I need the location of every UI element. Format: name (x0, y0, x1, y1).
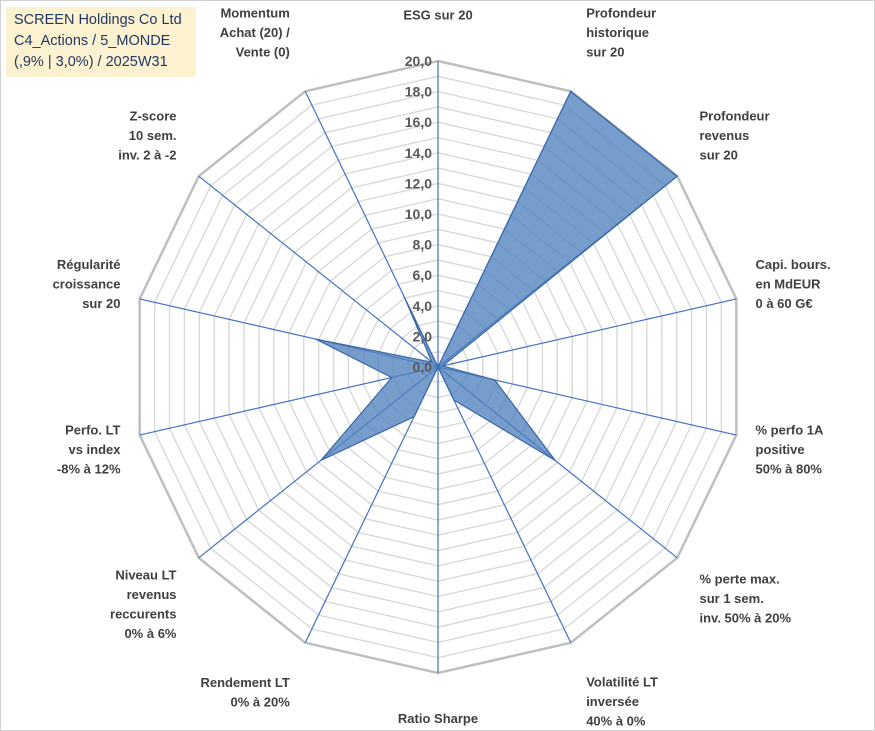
axis-label-line: positive (756, 442, 805, 457)
axis-label: Note ESG sur 20 (403, 0, 472, 23)
axis-label-line: sur 1 sem. (700, 591, 764, 606)
axis-label-line: Capi. bours. (756, 257, 831, 272)
radar-series (315, 90, 679, 462)
axis-label-line: Perfo. LT (65, 422, 120, 437)
axis-label-line: historique (586, 25, 649, 40)
radar-axis-labels: Note ESG sur 20 Profondeur historique sur 20… (53, 0, 831, 731)
axis-label: Momentum Achat (20) / Vente (0) (220, 5, 290, 59)
axis-label-line: Régularité (57, 257, 121, 272)
axis-label-line: 40% à 0% (586, 713, 646, 728)
axis-label-line: en MdEUR (756, 277, 822, 292)
title-line-1: SCREEN Holdings Co Ltd (14, 12, 182, 28)
axis-label-line: revenus (127, 587, 177, 602)
tick-label: 14,0 (405, 145, 432, 161)
axis-label-line: Note (424, 0, 453, 3)
axis-label-line: inv. 2 à -2 (118, 147, 176, 162)
axis-label-line: 0% à 20% (231, 695, 291, 710)
axis-label-line: Niveau LT (115, 568, 176, 583)
axis-label: Profondeur historique sur 20 (586, 5, 656, 59)
axis-label-line: Rendement LT (200, 675, 289, 690)
axis-label-line: Profondeur (700, 108, 770, 123)
axis-label: Volatilité LT inversée 40% à 0% (586, 674, 658, 728)
axis-label-line: sur 20 (700, 147, 738, 162)
axis-label-line: Z-score (130, 108, 177, 123)
axis-label-line: % perte max. (700, 571, 780, 586)
tick-label: 10,0 (405, 206, 432, 222)
axis-label-line: Profondeur (586, 5, 656, 20)
spoke-line (437, 298, 737, 368)
tick-label: 12,0 (405, 175, 432, 191)
axis-label: % perte max. sur 1 sem. inv. 50% à 20% (700, 571, 792, 625)
axis-label-line: inversée (586, 694, 639, 709)
axis-label-line: Ratio Sharpe (398, 711, 478, 726)
axis-label-line: Volatilité LT (586, 674, 658, 689)
axis-label-line: 50% à 80% (756, 461, 823, 476)
axis-label-line: 0 à 60 G€ (756, 296, 813, 311)
axis-label-line: sur 20 (82, 296, 120, 311)
axis-label: % perfo 1A positive 50% à 80% (756, 422, 825, 476)
tick-label: 6,0 (413, 267, 433, 283)
tick-label: 16,0 (405, 114, 432, 130)
axis-label: Niveau LT revenus reccurents 0% à 6% (110, 568, 177, 642)
axis-label-line: 0% à 6% (124, 626, 176, 641)
series-area (315, 90, 679, 462)
tick-label: 8,0 (413, 237, 433, 253)
tick-label: 4,0 (413, 298, 433, 314)
axis-label-line: ESG sur 20 (403, 8, 472, 23)
axis-label-line: Momentum (220, 5, 289, 20)
spoke-line (437, 366, 572, 643)
tick-label: 18,0 (405, 84, 432, 100)
title-line-3: (,9% | 3,0%) / 2025W31 (14, 54, 168, 70)
axis-label-line: croissance (53, 277, 121, 292)
tick-label: 0,0 (413, 359, 433, 375)
spoke-line (139, 366, 439, 436)
axis-label: Z-score 10 sem. inv. 2 à -2 (118, 108, 176, 162)
chart-title-box: SCREEN Holdings Co Ltd C4_Actions / 5_MO… (6, 7, 196, 77)
axis-label-line: Achat (20) / (220, 25, 290, 40)
axis-label: Perfo. LT vs index -8% à 12% (57, 422, 121, 476)
axis-label-line: 10 sem. (129, 128, 177, 143)
axis-label-line: vs index (68, 442, 121, 457)
axis-label-line: Vente (0) (236, 44, 290, 59)
axis-label-line: % perfo 1A (756, 422, 825, 437)
axis-label-line: -8% à 12% (57, 461, 121, 476)
axis-label: Régularité croissance sur 20 (53, 257, 121, 311)
axis-label: Ratio Sharpe0 à 1 (398, 711, 478, 731)
spoke-line (198, 175, 439, 368)
axis-label-line: inv. 50% à 20% (700, 610, 792, 625)
tick-label: 20,0 (405, 53, 432, 69)
axis-label-line: sur 20 (586, 44, 624, 59)
axis-label-line: reccurents (110, 607, 176, 622)
axis-label: Profondeur revenus sur 20 (700, 108, 770, 162)
axis-label: Capi. bours. en MdEUR 0 à 60 G€ (756, 257, 831, 311)
axis-label-line: revenus (700, 128, 750, 143)
axis-label: Rendement LT 0% à 20% (200, 675, 290, 710)
title-line-2: C4_Actions / 5_MONDE (14, 33, 171, 49)
tick-label: 2,0 (413, 328, 433, 344)
radar-tick-labels: 0,0 2,0 4,0 6,0 8,0 10,0 12,0 14,0 16,0 18,0 20,0 (405, 53, 432, 375)
